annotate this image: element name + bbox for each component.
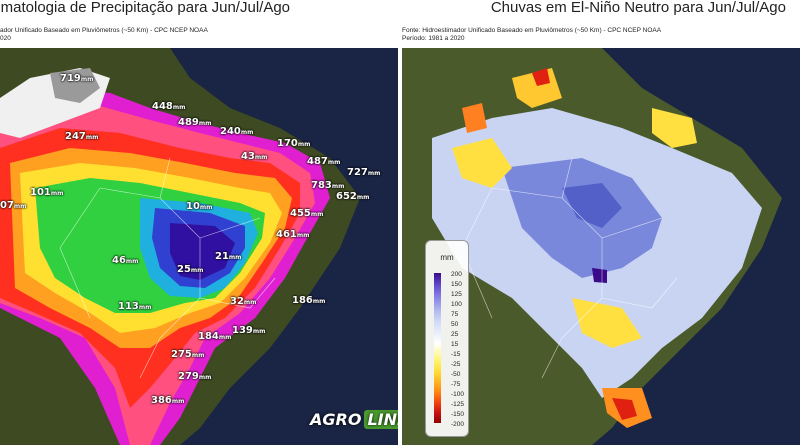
legend-tick-label: -150 (451, 411, 465, 418)
left-source: ador Unificado Baseado em Pluviômetros (… (0, 27, 208, 34)
right-source: Fonte: Hidroestimador Unificado Baseado … (402, 27, 662, 34)
map-value-label: 652mm (336, 191, 370, 202)
map-value-label: 279mm (178, 371, 212, 382)
map-value-label: 240mm (220, 126, 254, 137)
legend-tick-label: -75 (451, 381, 461, 388)
legend-title: mm (440, 253, 454, 262)
map-value-label: 448mm (152, 101, 186, 112)
legend-tick-label: 50 (451, 321, 459, 328)
right-title: Chuvas em El-Niño Neutro para Jun/Jul/Ag… (490, 0, 786, 16)
legend-colorbar (434, 273, 441, 423)
map-value-label: 247mm (65, 131, 99, 142)
map-value-label: 46mm (112, 255, 139, 266)
legend-tick-label: 15 (451, 341, 459, 348)
legend-tick-label: -100 (451, 391, 465, 398)
map-value-label: 07mm (0, 200, 27, 211)
map-value-label: 186mm (292, 295, 326, 306)
panel-divider (398, 0, 402, 445)
anomaly-legend: mm 200 150 125 100 75 50 25 15 -15 -25 -50 -75 -100 -… (425, 240, 469, 437)
map-value-label: 386mm (151, 395, 185, 406)
legend-tick-label: 150 (451, 281, 462, 288)
map-value-label: 719mm (60, 73, 94, 84)
legend-tick-label: -50 (451, 371, 461, 378)
map-value-label: 487mm (307, 156, 341, 167)
map-value-label: 32mm (230, 296, 257, 307)
left-map-panel: limatologia de Precipitação para Jun/Jul… (0, 0, 398, 445)
legend-tick-label: 100 (451, 301, 462, 308)
legend-tick-label: -200 (451, 421, 465, 428)
legend-tick-label: -15 (451, 351, 461, 358)
map-value-label: 139mm (232, 325, 266, 336)
map-value-label: 113mm (118, 301, 152, 312)
map-value-label: 25mm (177, 264, 204, 275)
legend-tick-label: 75 (451, 311, 459, 318)
legend-tick-label: -125 (451, 401, 465, 408)
map-value-label: 783mm (311, 180, 345, 191)
left-period: 020 (0, 35, 11, 42)
legend-tick-label: 25 (451, 331, 459, 338)
legend-tick-label: 125 (451, 291, 462, 298)
map-value-label: 727mm (347, 167, 381, 178)
right-period: Período: 1981 a 2020 (402, 35, 465, 42)
left-precip-map (0, 48, 398, 445)
map-value-label: 275mm (171, 349, 205, 360)
map-value-label: 489mm (178, 117, 212, 128)
legend-tick-label: 200 (451, 271, 462, 278)
left-title: limatologia de Precipitação para Jun/Jul… (0, 0, 291, 16)
map-value-label: 21mm (215, 251, 242, 262)
map-value-label: 43mm (241, 151, 268, 162)
legend-tick-label: -25 (451, 361, 461, 368)
map-value-label: 10mm (186, 201, 213, 212)
map-value-label: 101mm (30, 187, 64, 198)
map-value-label: 455mm (290, 208, 324, 219)
map-value-label: 170mm (277, 138, 311, 149)
map-value-label: 184mm (198, 331, 232, 342)
agrolink-logo: AGROLINK (310, 410, 398, 429)
map-value-label: 461mm (276, 229, 310, 240)
